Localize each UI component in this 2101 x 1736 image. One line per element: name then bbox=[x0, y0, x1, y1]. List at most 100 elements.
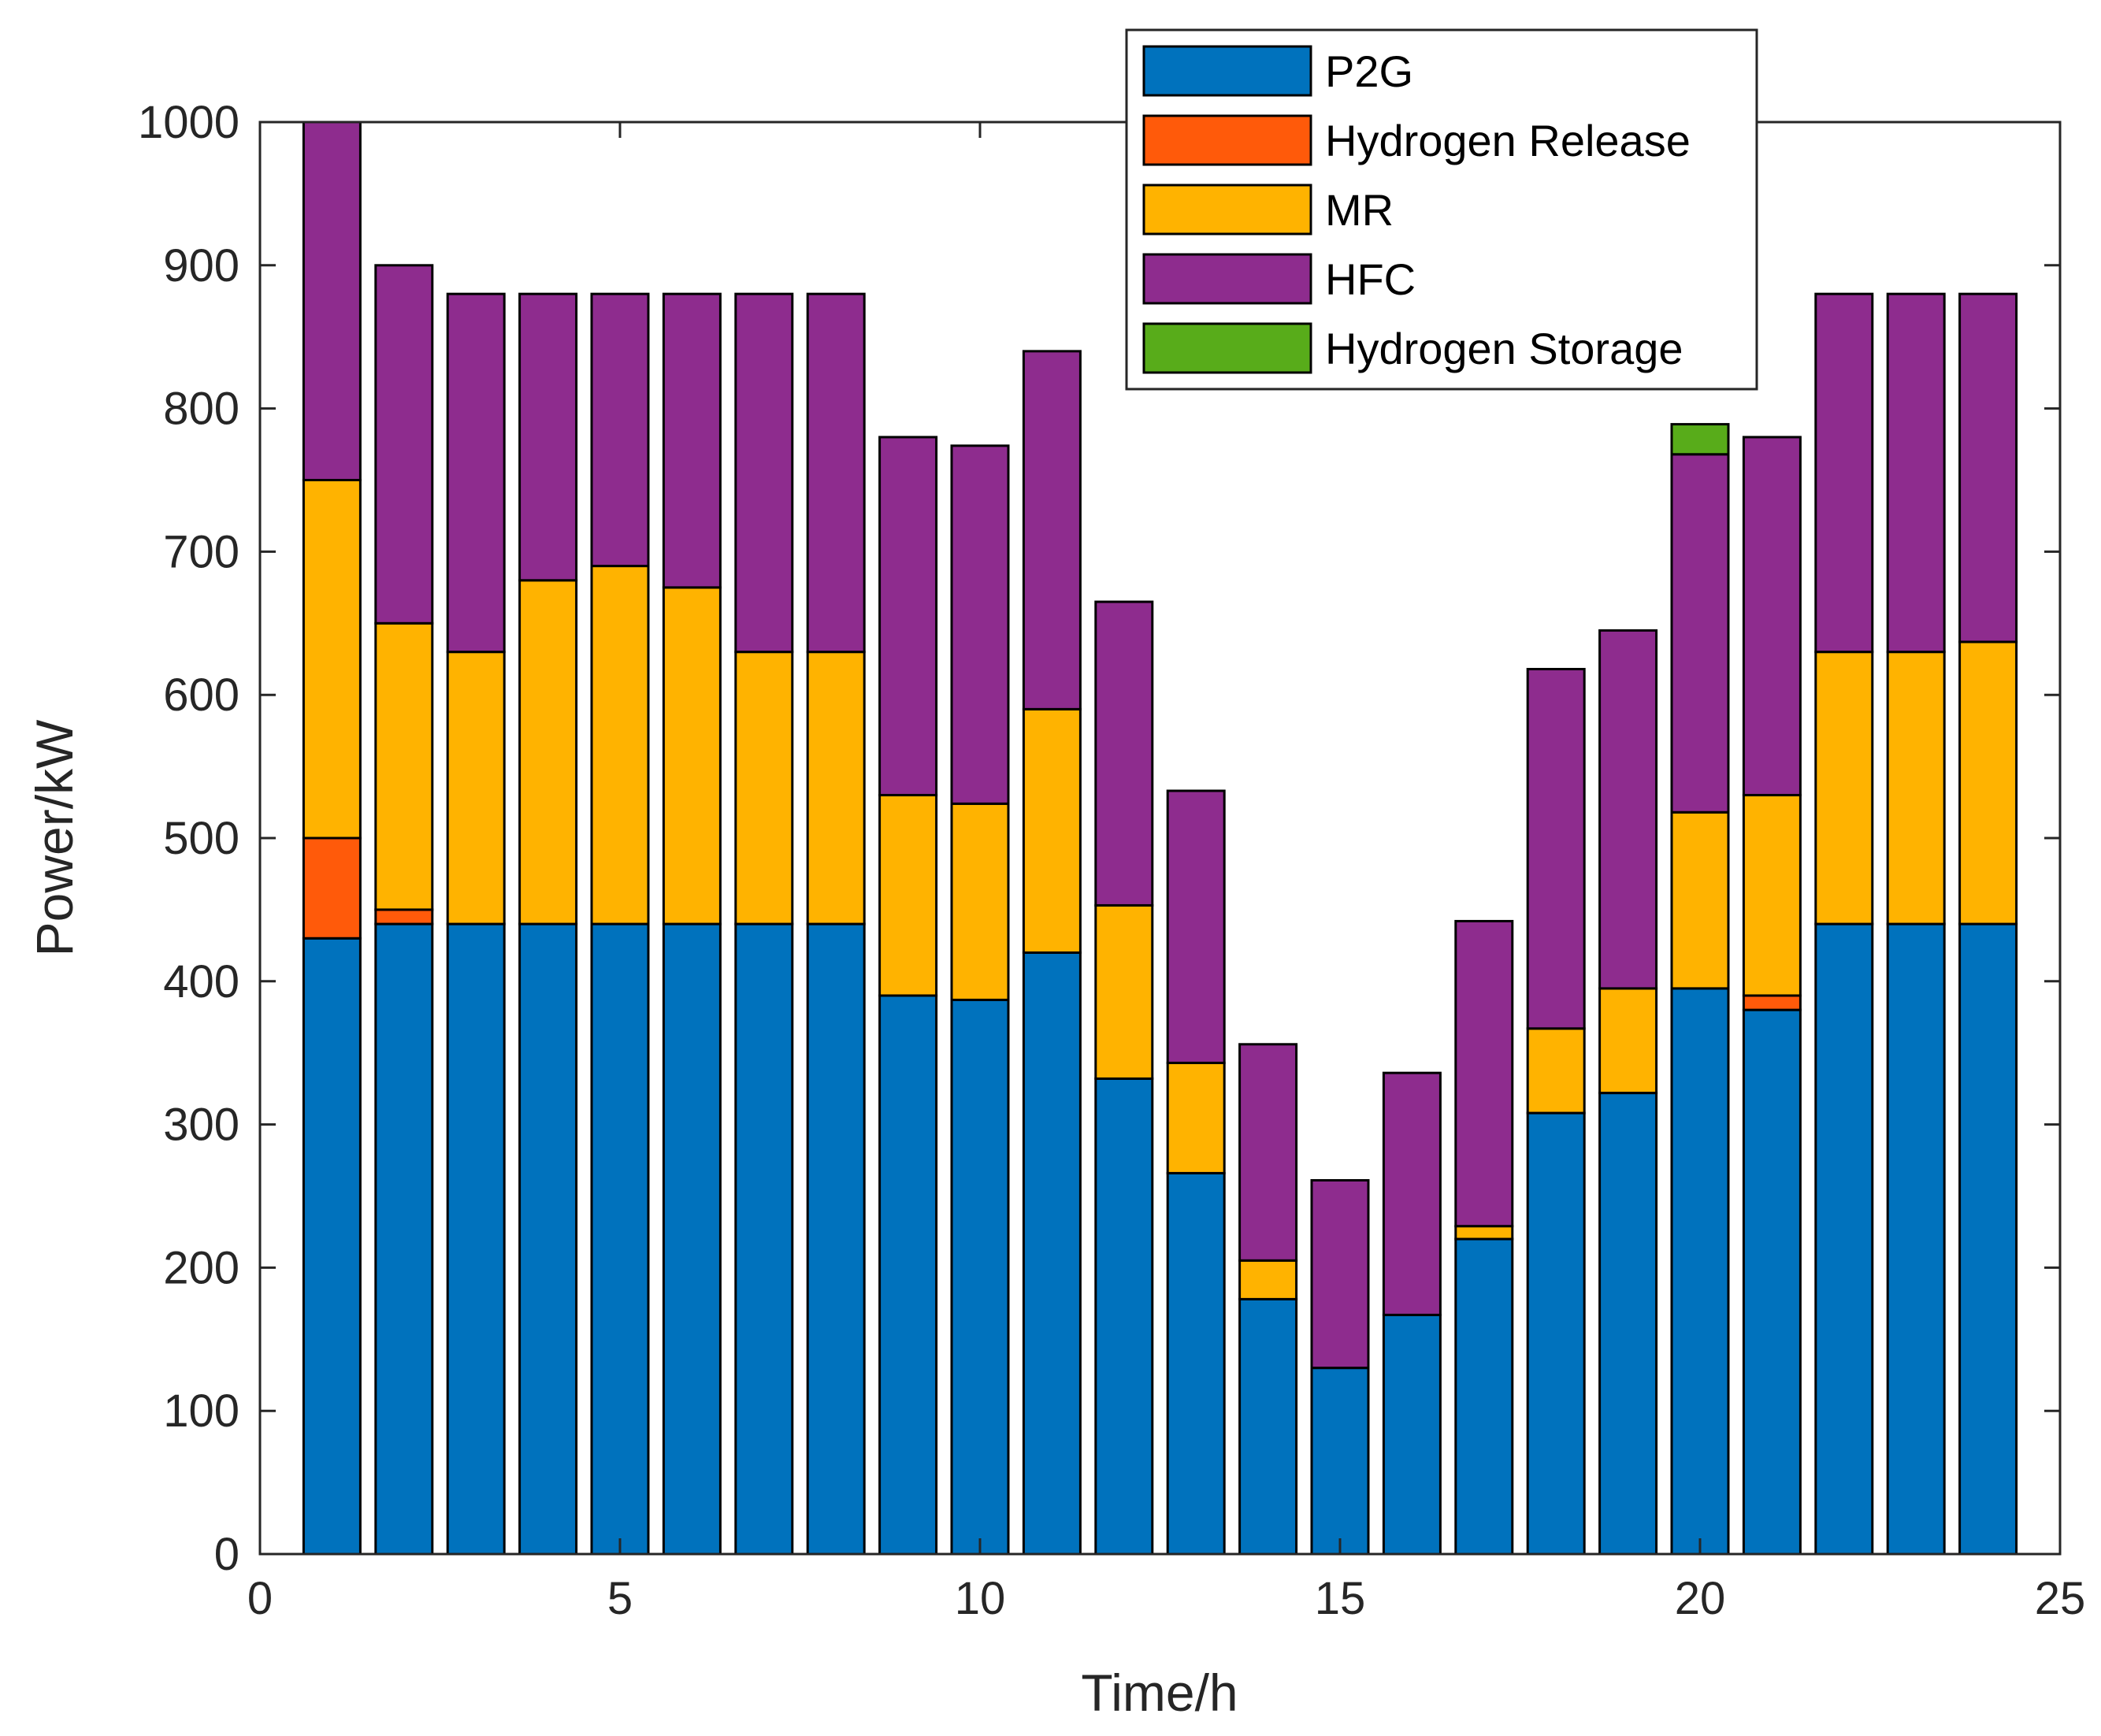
legend-label-hfc: HFC bbox=[1325, 254, 1416, 304]
bar-p2g-t24 bbox=[1958, 922, 2018, 1556]
bar-mr-t21 bbox=[1742, 793, 1802, 997]
bar-mr-t20 bbox=[1670, 811, 1730, 990]
bar-mr-t9 bbox=[878, 793, 938, 997]
x-tick-label: 20 bbox=[1675, 1573, 1726, 1624]
bar-mr-t2 bbox=[374, 621, 434, 911]
bar-hfc-t5 bbox=[590, 292, 650, 568]
x-tick-label: 5 bbox=[607, 1573, 633, 1624]
bar-hfc-t23 bbox=[1886, 292, 1946, 654]
bar-hfc-t7 bbox=[734, 292, 794, 654]
bar-mr-t7 bbox=[734, 651, 794, 925]
legend-swatch-hydrogen-storage bbox=[1142, 322, 1312, 374]
bar-mr-t1 bbox=[302, 479, 362, 840]
bar-p2g-t4 bbox=[518, 922, 578, 1556]
bar-mr-t10 bbox=[950, 802, 1010, 1001]
bar-p2g-t1 bbox=[302, 937, 362, 1556]
bar-hfc-t2 bbox=[374, 264, 434, 625]
legend-swatch-p2g bbox=[1142, 45, 1312, 97]
x-tick-label: 15 bbox=[1315, 1573, 1366, 1624]
bar-hfc-t19 bbox=[1598, 629, 1658, 990]
bar-p2g-t10 bbox=[950, 998, 1010, 1556]
y-tick-label: 800 bbox=[163, 384, 239, 435]
bar-p2g-t11 bbox=[1022, 951, 1082, 1556]
bar-hfc-t14 bbox=[1238, 1043, 1298, 1262]
y-axis-title: Power/kW bbox=[25, 719, 84, 956]
legend-swatch-hydrogen-release bbox=[1142, 114, 1312, 166]
bar-p2g-t18 bbox=[1526, 1111, 1586, 1556]
y-tick-label: 200 bbox=[163, 1242, 239, 1293]
legend-label-hydrogen-storage: Hydrogen Storage bbox=[1325, 324, 1683, 373]
y-tick-label: 1000 bbox=[138, 97, 239, 148]
bar-p2g-t13 bbox=[1166, 1171, 1226, 1556]
bar-hfc-t21 bbox=[1742, 436, 1802, 796]
x-tick-label: 0 bbox=[247, 1573, 273, 1624]
bar-p2g-t22 bbox=[1814, 922, 1874, 1556]
bar-hfc-t20 bbox=[1670, 453, 1730, 814]
bar-mr-t23 bbox=[1886, 651, 1946, 925]
bar-p2g-t7 bbox=[734, 922, 794, 1556]
bar-mr-t12 bbox=[1094, 903, 1154, 1080]
axes-layer: 0 5 10 15 20 25 0 100 200 300 400 500 600 700 800 900 10… bbox=[138, 97, 2085, 1624]
bar-mr-t11 bbox=[1022, 707, 1082, 954]
legend: P2G Hydrogen Release MR HFC Hydrogen Storage bbox=[1125, 28, 1758, 391]
y-tick-label: 300 bbox=[163, 1100, 239, 1151]
bar-hydrogen-release-t2 bbox=[374, 908, 434, 925]
bar-hfc-t11 bbox=[1022, 350, 1082, 710]
bar-hfc-t12 bbox=[1094, 600, 1154, 907]
bar-p2g-t16 bbox=[1382, 1313, 1442, 1556]
bar-hfc-t18 bbox=[1526, 667, 1586, 1030]
bar-mr-t13 bbox=[1166, 1061, 1226, 1174]
bar-p2g-t6 bbox=[662, 922, 722, 1556]
bar-p2g-t2 bbox=[374, 922, 434, 1556]
bar-hydrogen-release-t21 bbox=[1742, 994, 1802, 1011]
bar-hfc-t6 bbox=[662, 292, 722, 589]
bar-hfc-t16 bbox=[1382, 1071, 1442, 1316]
y-tick-label: 100 bbox=[163, 1385, 239, 1437]
legend-swatch-mr bbox=[1142, 184, 1312, 236]
y-tick-label: 900 bbox=[163, 240, 239, 291]
bar-hfc-t9 bbox=[878, 436, 938, 796]
bar-hfc-t24 bbox=[1958, 292, 2018, 644]
bar-hfc-t4 bbox=[518, 292, 578, 582]
bar-mr-t18 bbox=[1526, 1027, 1586, 1115]
y-tick-label: 0 bbox=[214, 1529, 239, 1580]
y-tick-label: 400 bbox=[163, 956, 239, 1007]
bar-hydrogen-storage-t20 bbox=[1670, 423, 1730, 456]
x-tick-label: 25 bbox=[2035, 1573, 2086, 1624]
legend-swatch-hfc bbox=[1142, 253, 1312, 305]
legend-label-mr: MR bbox=[1325, 185, 1394, 235]
bar-mr-t5 bbox=[590, 565, 650, 925]
bar-p2g-t8 bbox=[806, 922, 866, 1556]
bar-mr-t24 bbox=[1958, 640, 2018, 925]
bar-hfc-t22 bbox=[1814, 292, 1874, 654]
bar-p2g-t19 bbox=[1598, 1092, 1658, 1556]
x-axis-title: Time/h bbox=[1081, 1664, 1238, 1722]
y-tick-label: 500 bbox=[163, 813, 239, 864]
y-tick-label: 700 bbox=[163, 526, 239, 577]
bar-p2g-t5 bbox=[590, 922, 650, 1556]
bar-p2g-t3 bbox=[446, 922, 506, 1556]
bar-hfc-t15 bbox=[1310, 1179, 1370, 1370]
legend-label-p2g: P2G bbox=[1325, 46, 1413, 96]
bar-p2g-t17 bbox=[1454, 1237, 1514, 1556]
bar-p2g-t15 bbox=[1310, 1367, 1370, 1556]
bar-hfc-t13 bbox=[1166, 789, 1226, 1064]
bar-mr-t22 bbox=[1814, 651, 1874, 925]
x-tick-label: 10 bbox=[955, 1573, 1006, 1624]
bar-hfc-t1 bbox=[302, 121, 362, 481]
bar-hfc-t17 bbox=[1454, 919, 1514, 1228]
bar-mr-t19 bbox=[1598, 987, 1658, 1095]
bars-layer bbox=[302, 121, 2018, 1556]
bar-hfc-t3 bbox=[446, 292, 506, 654]
bar-mr-t17 bbox=[1454, 1225, 1514, 1241]
bar-mr-t8 bbox=[806, 651, 866, 925]
bar-p2g-t23 bbox=[1886, 922, 1946, 1556]
bar-mr-t14 bbox=[1238, 1259, 1298, 1300]
bar-p2g-t9 bbox=[878, 994, 938, 1556]
bar-mr-t4 bbox=[518, 579, 578, 925]
bar-hydrogen-release-t1 bbox=[302, 836, 362, 940]
bar-mr-t3 bbox=[446, 651, 506, 925]
bar-p2g-t20 bbox=[1670, 987, 1730, 1556]
bar-hfc-t8 bbox=[806, 292, 866, 654]
